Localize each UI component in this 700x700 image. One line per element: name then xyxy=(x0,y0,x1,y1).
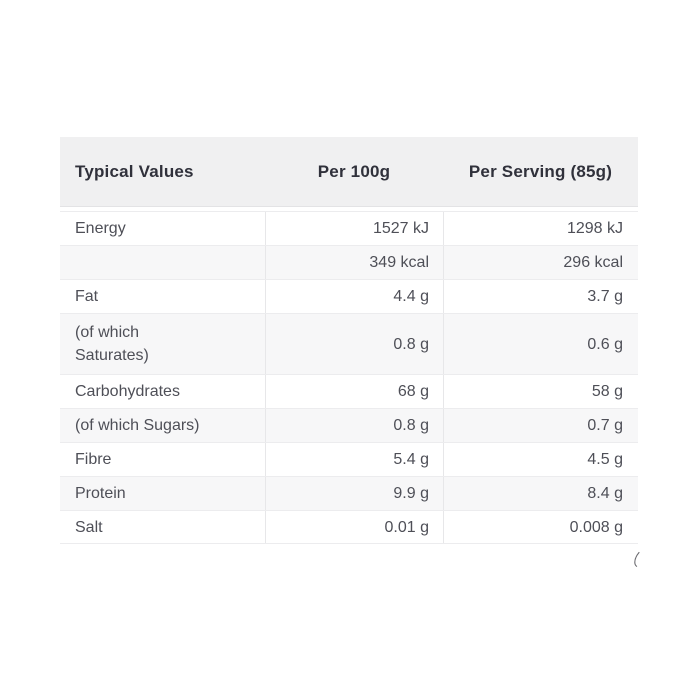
row-label-cell: (of which Sugars) xyxy=(75,417,200,434)
per-100g-value-cell: 1527 kJ xyxy=(265,212,443,245)
per-100g-value-cell: 9.9 g xyxy=(265,477,443,510)
table-row-carbohydrates: Carbohydrates 68 g 58 g xyxy=(60,374,638,408)
per-serving-value-cell: 1298 kJ xyxy=(443,212,638,245)
per-serving-value-cell: 0.008 g xyxy=(443,511,638,543)
header-cell-typical-values: Typical Values xyxy=(75,161,194,181)
nutrition-table: Typical Values Per 100g Per Serving (85g… xyxy=(60,137,638,544)
row-label-cell: Fibre xyxy=(75,451,112,468)
per-100g-value-cell: 0.8 g xyxy=(265,409,443,442)
row-label-cell: Salt xyxy=(75,518,103,536)
per-100g-value-cell: 0.8 g xyxy=(265,314,443,374)
per-serving-value-cell: 3.7 g xyxy=(443,280,638,313)
row-label-cell: Carbohydrates xyxy=(75,383,180,400)
header-cell-per-100g: Per 100g xyxy=(317,161,391,181)
table-row-salt: Salt 0.01 g 0.008 g xyxy=(60,510,638,544)
per-100g-value-cell: 0.01 g xyxy=(265,511,443,543)
per-serving-value-cell: 0.7 g xyxy=(443,409,638,442)
table-row-sugars: (of which Sugars) 0.8 g 0.7 g xyxy=(60,408,638,442)
table-row-fat: Fat 4.4 g 3.7 g xyxy=(60,279,638,313)
table-row-saturates: (of which Saturates) 0.8 g 0.6 g xyxy=(60,313,638,374)
row-label-cell: Energy xyxy=(75,220,126,237)
per-100g-value-cell: 68 g xyxy=(265,375,443,408)
header-cell-per-serving: Per Serving (85g) xyxy=(468,161,613,181)
row-label-cell: Fat xyxy=(75,288,99,305)
row-label-cell: (of which Saturates) xyxy=(75,324,149,364)
per-serving-value-cell: 8.4 g xyxy=(443,477,638,510)
per-100g-value-cell: 5.4 g xyxy=(265,443,443,476)
per-serving-value-cell: 4.5 g xyxy=(443,443,638,476)
table-row-energy-kj: Energy 1527 kJ 1298 kJ xyxy=(60,211,638,245)
stray-pen-tick-icon xyxy=(634,551,640,567)
per-serving-value-cell: 58 g xyxy=(443,375,638,408)
per-100g-value-cell: 4.4 g xyxy=(265,280,443,313)
per-serving-value-cell: 0.6 g xyxy=(443,314,638,374)
row-label-cell xyxy=(60,246,265,279)
table-header-row: Typical Values Per 100g Per Serving (85g… xyxy=(60,137,638,207)
table-body: Energy 1527 kJ 1298 kJ 349 kcal 296 kcal… xyxy=(60,207,638,544)
table-row-energy-kcal: 349 kcal 296 kcal xyxy=(60,245,638,279)
table-row-protein: Protein 9.9 g 8.4 g xyxy=(60,476,638,510)
table-row-fibre: Fibre 5.4 g 4.5 g xyxy=(60,442,638,476)
per-serving-value-cell: 296 kcal xyxy=(443,246,638,279)
per-100g-value-cell: 349 kcal xyxy=(265,246,443,279)
row-label-cell: Protein xyxy=(75,485,126,502)
